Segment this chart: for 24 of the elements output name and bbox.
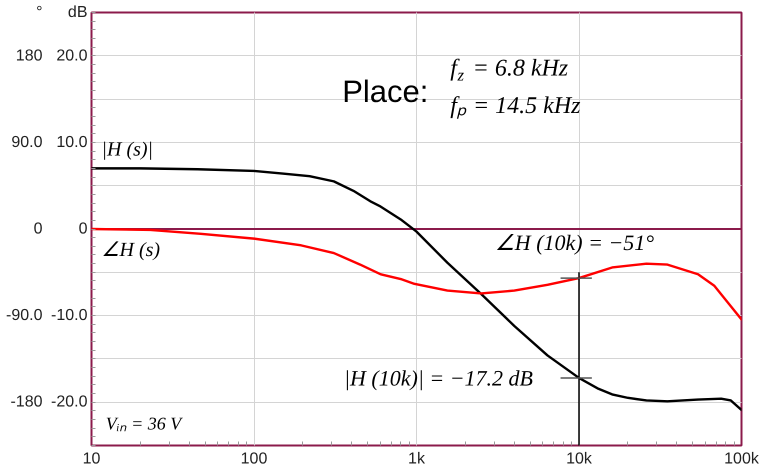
annotation: fₚ = 14.5 kHz [450,93,582,120]
series-label: |H (s)| [102,138,154,160]
x-tick-label: 10 [82,450,100,468]
y-tick-label: 20.0 [56,47,88,64]
y-tick-label: -20.0 [51,394,88,411]
y-tick-label: -10.0 [51,307,88,324]
series-label: ∠H (s) [102,239,160,261]
y2-tick-label: -180 [10,394,43,411]
annotation: Vᵢₙ = 36 V [106,413,184,434]
y-tick-label: 0 [78,220,88,238]
x-tick-label: 100 [240,450,268,468]
y-axis-title: dB [68,4,88,21]
annotation: |H (10k)| = −17.2 dB [344,365,533,390]
x-tick-label: 10k [566,450,593,468]
x-tick-label: 1k [408,450,426,468]
y2-axis-title: ° [36,4,43,21]
annotation: ∠H (10k) = −51° [494,230,654,255]
x-tick-label: 100k [724,450,760,468]
y2-tick-label: 180 [16,47,43,64]
annotation: Place: [342,74,428,109]
y2-tick-label: -90.0 [6,307,43,324]
y-tick-label: 10.0 [56,134,88,151]
y2-tick-label: 0 [34,220,43,238]
y2-tick-label: 90.0 [11,134,43,151]
